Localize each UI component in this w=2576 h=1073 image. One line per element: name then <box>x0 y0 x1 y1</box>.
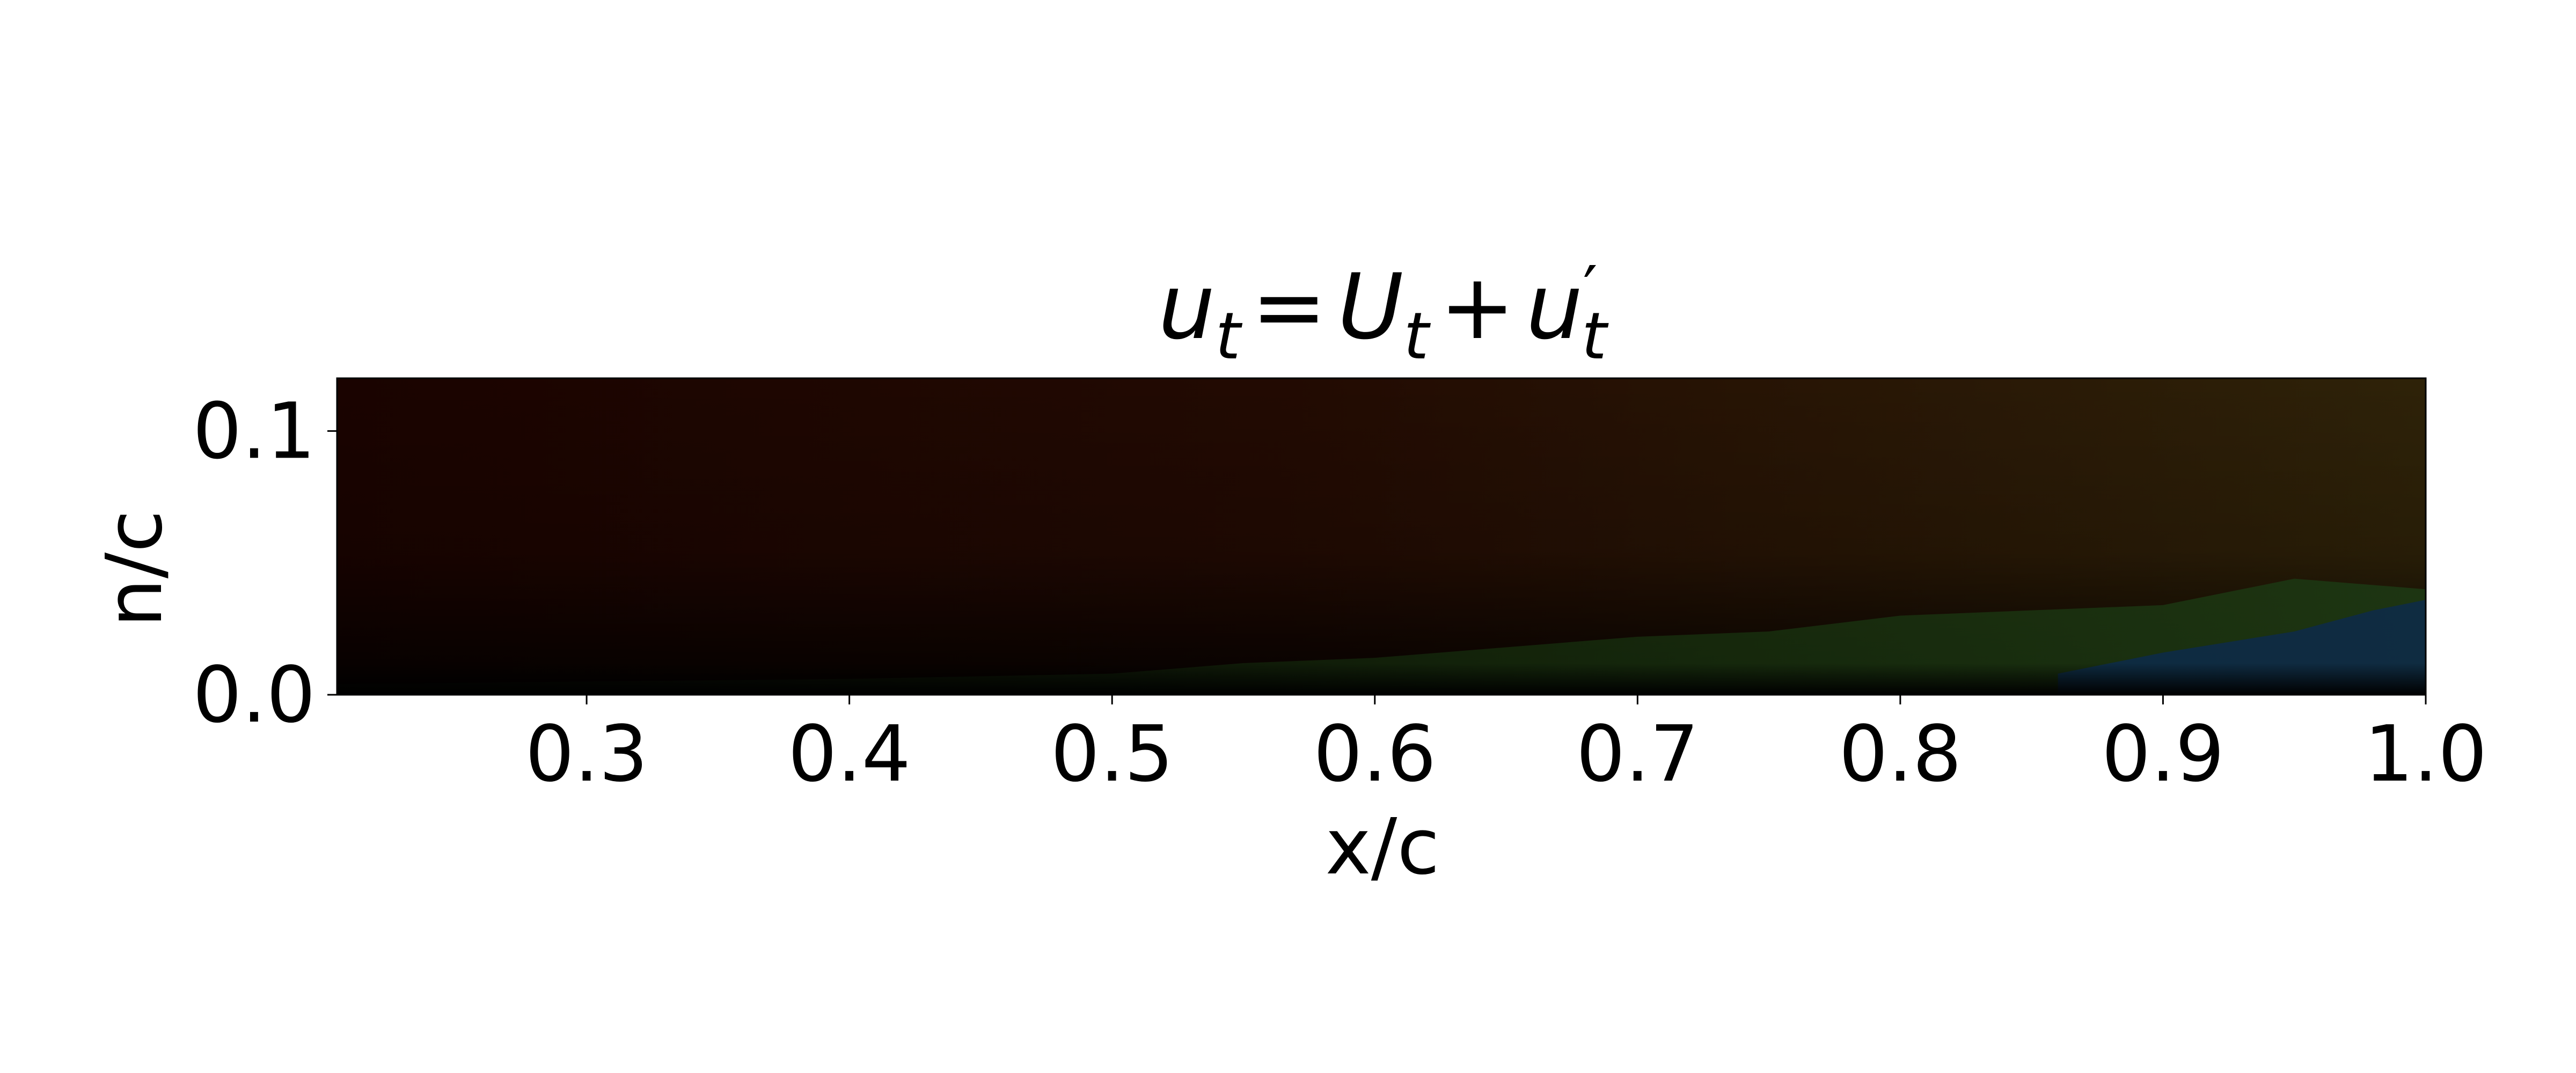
x-tick-label: 0.8 <box>1839 709 1962 799</box>
x-tick-label: 0.3 <box>525 709 648 799</box>
chart-title: ut = Ut + u′ t <box>1158 253 1609 374</box>
x-tick-label: 0.7 <box>1576 709 1699 799</box>
y-axis: 0.0 0.1 <box>193 386 337 740</box>
wall-band <box>337 663 2426 695</box>
plot-frame <box>336 377 2427 696</box>
y-tick-label: 0.1 <box>193 386 316 476</box>
y-axis-label: n/c <box>89 510 179 628</box>
x-tick-label: 0.5 <box>1051 709 1174 799</box>
x-tick-label: 0.4 <box>788 709 911 799</box>
y-tick-label: 0.0 <box>193 650 316 740</box>
x-tick-label: 0.9 <box>2102 709 2224 799</box>
x-tick-label: 0.6 <box>1313 709 1436 799</box>
x-axis: 0.3 0.4 0.5 0.6 0.7 0.8 0.9 1.0 <box>525 695 2487 799</box>
x-axis-label: x/c <box>1326 802 1440 892</box>
plot-area <box>337 378 2426 695</box>
x-tick-label: 1.0 <box>2364 709 2487 799</box>
